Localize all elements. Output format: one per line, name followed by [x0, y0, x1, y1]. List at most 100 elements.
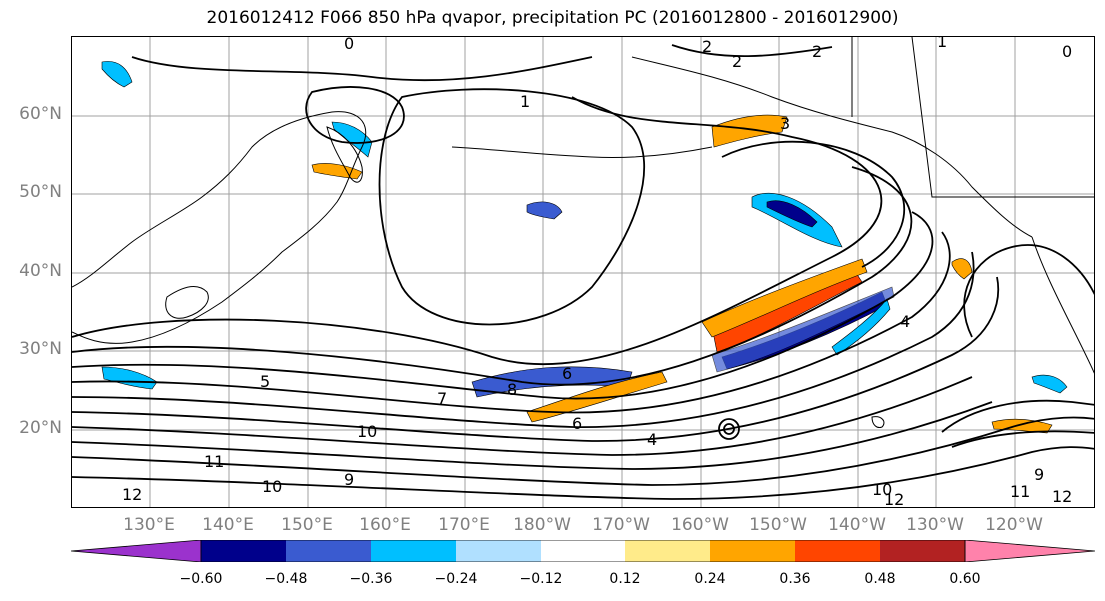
- colorbar-bin-5: [541, 540, 625, 562]
- contour-6: [72, 276, 1000, 442]
- contour-north-1: [131, 56, 593, 82]
- graticule: [72, 37, 1094, 507]
- contour-label: 10: [262, 477, 282, 496]
- contour-label: 2: [732, 52, 742, 71]
- contour-label: 1: [937, 37, 947, 51]
- coast-japan: [165, 286, 209, 319]
- contour-label: 10: [872, 480, 892, 499]
- map-panel[interactable]: 0 1 2 2 2 1 0 5 6 7 8 10 11 12 10 9 6 4 …: [71, 36, 1095, 508]
- contour-8: [72, 401, 993, 470]
- contour-cyclone: [718, 418, 740, 440]
- lat-label-60n: 60°N: [19, 104, 62, 124]
- contour-east-2: [941, 399, 1094, 433]
- lat-label-30n: 30°N: [19, 339, 62, 359]
- colorbar-tick: 0.48: [864, 571, 896, 587]
- precip-mid-neg: [526, 201, 563, 220]
- coast-canada-border: [851, 37, 1094, 198]
- colorbar-tick: −0.60: [179, 571, 223, 587]
- colorbar-bin-3: [371, 540, 456, 562]
- lat-label-40n: 40°N: [19, 261, 62, 281]
- map-svg: 0 1 2 2 2 1 0 5 6 7 8 10 11 12 10 9 6 4 …: [72, 37, 1094, 508]
- precip-negative-halo: [711, 286, 895, 373]
- contour-label: 3: [780, 114, 790, 133]
- lon-label-130w: 130°W: [906, 515, 964, 535]
- coast-hawaii: [871, 416, 885, 428]
- contour-label: 1: [520, 92, 530, 111]
- contour-label: 2: [702, 37, 712, 56]
- colorbar-bin-6: [625, 540, 710, 562]
- precip-west-neg: [101, 366, 158, 390]
- contour-10: [72, 446, 1094, 500]
- contour-label: 4: [900, 312, 910, 331]
- precip-kamchatka-pos: [311, 163, 363, 180]
- contour-label: 7: [437, 389, 447, 408]
- lon-label-150w: 150°W: [749, 515, 807, 535]
- coast-aleutians: [451, 146, 713, 159]
- colorbar-tick: 0.24: [694, 571, 726, 587]
- precip-kamchatka-neg: [331, 121, 373, 158]
- contour-4: [72, 231, 951, 414]
- colorbar-tick: −0.12: [519, 571, 563, 587]
- contour-east-3: [951, 430, 1094, 448]
- contour-label: 2: [812, 42, 822, 61]
- contour-label: 8: [507, 380, 517, 399]
- colorbar-tick: −0.36: [349, 571, 393, 587]
- lon-label-140e: 140°E: [202, 515, 254, 535]
- contour-7: [72, 376, 973, 456]
- lon-label-140w: 140°W: [828, 515, 886, 535]
- lon-label-170e: 170°E: [438, 515, 490, 535]
- colorbar-bin-2: [286, 540, 371, 562]
- contour-1: [72, 96, 883, 366]
- contour-east-1: [963, 244, 1094, 338]
- contour-2: [72, 166, 913, 386]
- coastlines: [72, 37, 1094, 428]
- colorbar-bin-8: [795, 540, 880, 562]
- precip-northwest-neg: [101, 61, 133, 88]
- colorbar-extend-high: [964, 539, 1096, 563]
- contour-loop-2: [378, 88, 646, 326]
- colorbar: [70, 539, 1096, 563]
- colorbar-bin-9: [880, 540, 965, 562]
- colorbar-tick: 0.36: [779, 571, 811, 587]
- coast-alaska: [631, 56, 1033, 238]
- lon-label-150e: 150°E: [281, 515, 333, 535]
- contour-labels: 0 1 2 2 2 1 0 5 6 7 8 10 11 12 10 9 6 4 …: [122, 37, 1072, 508]
- lon-label-160e: 160°E: [359, 515, 411, 535]
- contour-label: 12: [884, 490, 904, 508]
- map-title: 2016012412 F066 850 hPa qvapor, precipit…: [206, 8, 899, 28]
- colorbar-svg: [70, 539, 1096, 563]
- contour-label: 6: [562, 364, 572, 383]
- contour-label: 5: [260, 372, 270, 391]
- contour-loop-1: [305, 86, 405, 144]
- coast-northamerica: [1031, 236, 1094, 374]
- precip-east-neg-streak: [831, 298, 891, 356]
- lon-label-170w: 170°W: [592, 515, 650, 535]
- coast-kamchatka: [326, 126, 363, 183]
- lat-label-20n: 20°N: [19, 418, 62, 438]
- colorbar-tick: 0.12: [609, 571, 641, 587]
- contour-loop-3: [721, 140, 906, 268]
- contour-label: 0: [1062, 42, 1072, 61]
- colorbar-tick: −0.48: [264, 571, 308, 587]
- precip-southeast-neg: [1031, 374, 1068, 394]
- contour-3: [72, 211, 934, 400]
- contour-label: 11: [204, 452, 224, 471]
- coast-asia: [72, 111, 367, 344]
- contour-9: [72, 416, 1094, 486]
- precip-alaska-pos: [711, 114, 788, 148]
- contour-label: 0: [344, 37, 354, 53]
- contour-north-2: [671, 44, 833, 58]
- qvapor-contours: [72, 44, 1094, 500]
- precip-shading: [101, 61, 1068, 434]
- lon-label-180w: 180°W: [513, 515, 571, 535]
- lon-label-130e: 130°E: [123, 515, 175, 535]
- precip-gulf-core: [766, 200, 818, 228]
- colorbar-tick: 0.60: [949, 571, 981, 587]
- lon-label-120w: 120°W: [985, 515, 1043, 535]
- lon-label-160w: 160°W: [671, 515, 729, 535]
- contour-label: 9: [1034, 465, 1044, 484]
- colorbar-extend-low: [70, 539, 202, 563]
- precip-east-pos: [951, 258, 973, 280]
- colorbar-bin-4: [456, 540, 541, 562]
- contour-label: 6: [572, 414, 582, 433]
